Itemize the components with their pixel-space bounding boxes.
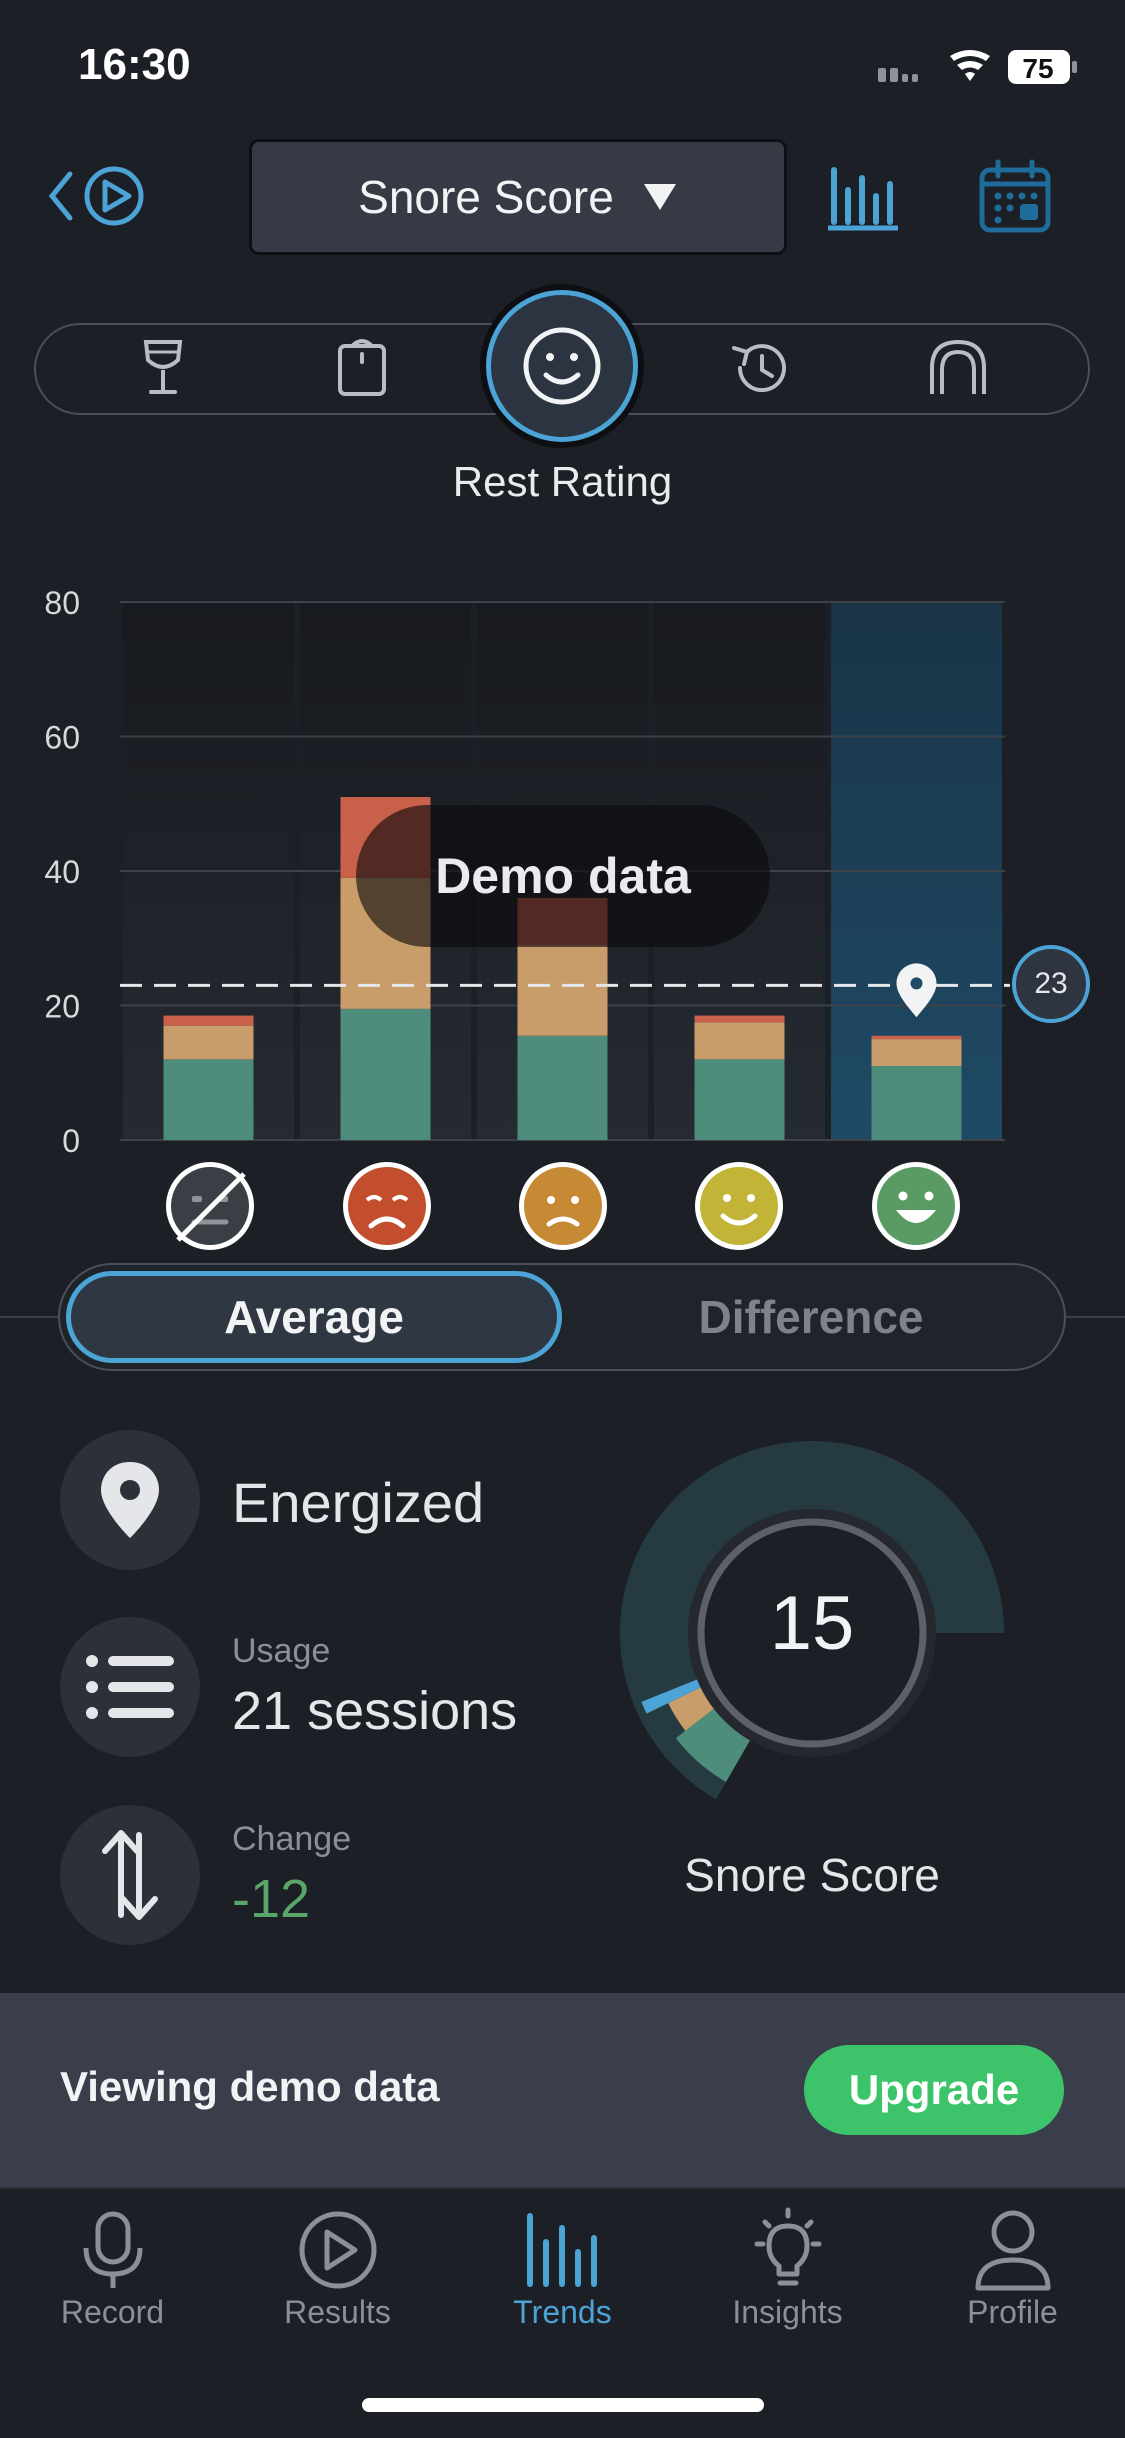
- chart-bar-segment: [694, 1059, 785, 1140]
- play-circle-icon: [84, 166, 144, 226]
- filter-alcohol[interactable]: [138, 338, 188, 403]
- usage-value: 21 sessions: [232, 1681, 518, 1741]
- change-value: -12: [232, 1869, 311, 1929]
- selected-filter-label: Rest Rating: [452, 458, 673, 505]
- filter-rest-rating[interactable]: [486, 290, 638, 442]
- tab-label: Results: [284, 2294, 391, 2330]
- calendar-button[interactable]: [978, 159, 1054, 239]
- chart-bar-segment: [871, 1035, 962, 1040]
- scale-icon: [338, 339, 386, 396]
- usage-caption: Usage: [232, 1632, 331, 1670]
- baseline-badge: 23: [1012, 945, 1090, 1023]
- tab-profile[interactable]: Profile: [900, 2200, 1125, 2340]
- filter-weight[interactable]: [336, 338, 388, 403]
- snore-score-gauge: [620, 1441, 1004, 1800]
- y-tick-label: 0: [62, 1123, 80, 1159]
- wine-glass-icon: [143, 340, 183, 394]
- gauge-marker: [641, 1679, 701, 1714]
- back-chevron-icon: [48, 171, 73, 221]
- tab-record[interactable]: Record: [0, 2200, 225, 2340]
- home-indicator: [362, 2398, 764, 2412]
- chart-bar-segment: [517, 1035, 608, 1140]
- dropdown-triangle-icon: [643, 184, 676, 210]
- gauge-segment: [668, 1687, 714, 1731]
- battery-level: 75: [1022, 53, 1053, 84]
- microphone-icon: [83, 2211, 143, 2288]
- chart-bar-segment: [871, 1039, 962, 1067]
- y-tick-label: 40: [44, 854, 80, 890]
- tab-results[interactable]: Results: [225, 2200, 450, 2340]
- change-caption: Change: [232, 1820, 352, 1858]
- status-icons: 75: [878, 48, 1078, 93]
- demo-banner-text: Viewing demo data: [60, 2063, 440, 2110]
- y-tick-label: 60: [44, 720, 80, 756]
- lightbulb-icon: [754, 2207, 822, 2286]
- good-face-icon: [693, 1160, 785, 1257]
- demo-data-overlay: Demo data: [356, 805, 770, 947]
- chart-bar-segment: [340, 1008, 431, 1140]
- average-toggle-button[interactable]: Average: [66, 1271, 562, 1363]
- location-pin-icon: [60, 1430, 200, 1570]
- chart-bar-segment: [163, 1015, 254, 1026]
- y-tick-label: 20: [44, 989, 80, 1025]
- smiley-icon: [523, 327, 601, 405]
- tab-label: Trends: [513, 2294, 612, 2330]
- location-pin-icon: [896, 963, 937, 1018]
- bar-chart-view-button[interactable]: [826, 160, 900, 237]
- chart-bar-segment: [163, 1025, 254, 1060]
- metric-dropdown-label: Snore Score: [358, 171, 614, 223]
- person-icon: [975, 2210, 1051, 2291]
- status-time: 16:30: [78, 40, 191, 89]
- tab-label: Profile: [967, 2294, 1058, 2330]
- bad-face-icon: [341, 1160, 433, 1257]
- chart-bar-segment: [694, 1022, 785, 1060]
- up-down-arrows-icon: [60, 1805, 200, 1945]
- tab-label: Record: [60, 2294, 165, 2330]
- filter-mouthpiece[interactable]: [928, 338, 988, 403]
- chart-bar-segment: [163, 1059, 254, 1140]
- chart-bar-segment: [694, 1015, 785, 1023]
- wifi-icon: [950, 50, 990, 81]
- tab-trends[interactable]: Trends: [450, 2200, 675, 2340]
- list-icon: [60, 1617, 200, 1757]
- tab-label: Insights: [732, 2294, 843, 2330]
- history-icon: [732, 344, 786, 393]
- metric-dropdown[interactable]: Snore Score: [249, 139, 787, 255]
- battery-icon: 75: [1008, 50, 1077, 84]
- difference-toggle-button[interactable]: Difference: [698, 1291, 924, 1343]
- rest-rating-value: Energized: [232, 1471, 485, 1534]
- y-tick-label: 80: [44, 585, 80, 621]
- gauge-track: [620, 1441, 1004, 1800]
- signal-icon: [878, 68, 918, 82]
- gauge-segment: [675, 1708, 750, 1782]
- play-circle-icon: [299, 2211, 377, 2289]
- upgrade-button[interactable]: Upgrade: [804, 2045, 1064, 2135]
- poor-face-icon: [517, 1160, 609, 1257]
- filter-history[interactable]: [728, 338, 792, 403]
- gauge-value: 15: [769, 1581, 855, 1666]
- tab-insights[interactable]: Insights: [675, 2200, 900, 2340]
- calendar-icon: [979, 159, 1051, 233]
- gauge-label: Snore Score: [684, 1849, 940, 1901]
- bar-chart-icon: [828, 167, 898, 231]
- bar-chart-icon: [527, 2213, 597, 2287]
- energized-face-icon: [870, 1160, 962, 1257]
- mouthguard-icon: [930, 339, 986, 394]
- back-replay-button[interactable]: [42, 166, 152, 233]
- no-rating-face-icon: [164, 1160, 256, 1257]
- chart-bar-segment: [517, 944, 608, 1036]
- chart-bar-segment: [871, 1066, 962, 1140]
